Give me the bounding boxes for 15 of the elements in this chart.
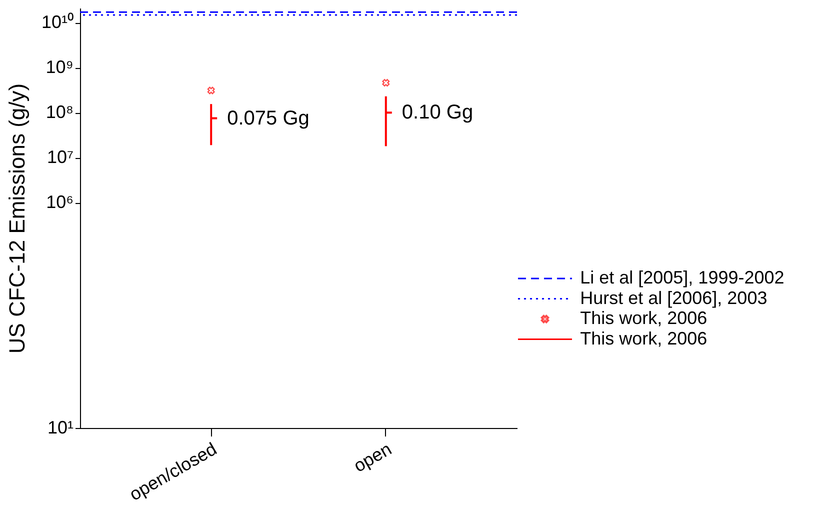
- y-tick-label: 10⁹: [46, 57, 74, 78]
- y-tick-label: 10⁸: [46, 102, 74, 122]
- x-tick-label: open: [350, 438, 395, 476]
- y-tick-label: 10⁷: [46, 147, 74, 168]
- legend-label: Hurst et al [2006], 2003: [580, 288, 768, 308]
- annotation: 0.10 Gg: [402, 102, 474, 124]
- y-axis-title: US CFC-12 Emissions (g/y): [4, 83, 30, 354]
- y-tick-label: 10¹⁰: [41, 12, 74, 32]
- legend-label: This work, 2006: [580, 308, 708, 328]
- legend-label: This work, 2006: [580, 328, 708, 348]
- annotation: 0.075 Gg: [227, 107, 310, 130]
- legend-label: Li et al [2005], 1999-2002: [580, 268, 784, 288]
- y-tick-label: 10⁶: [46, 192, 74, 212]
- point: [382, 79, 390, 86]
- y-tick-label: 10¹: [47, 418, 74, 438]
